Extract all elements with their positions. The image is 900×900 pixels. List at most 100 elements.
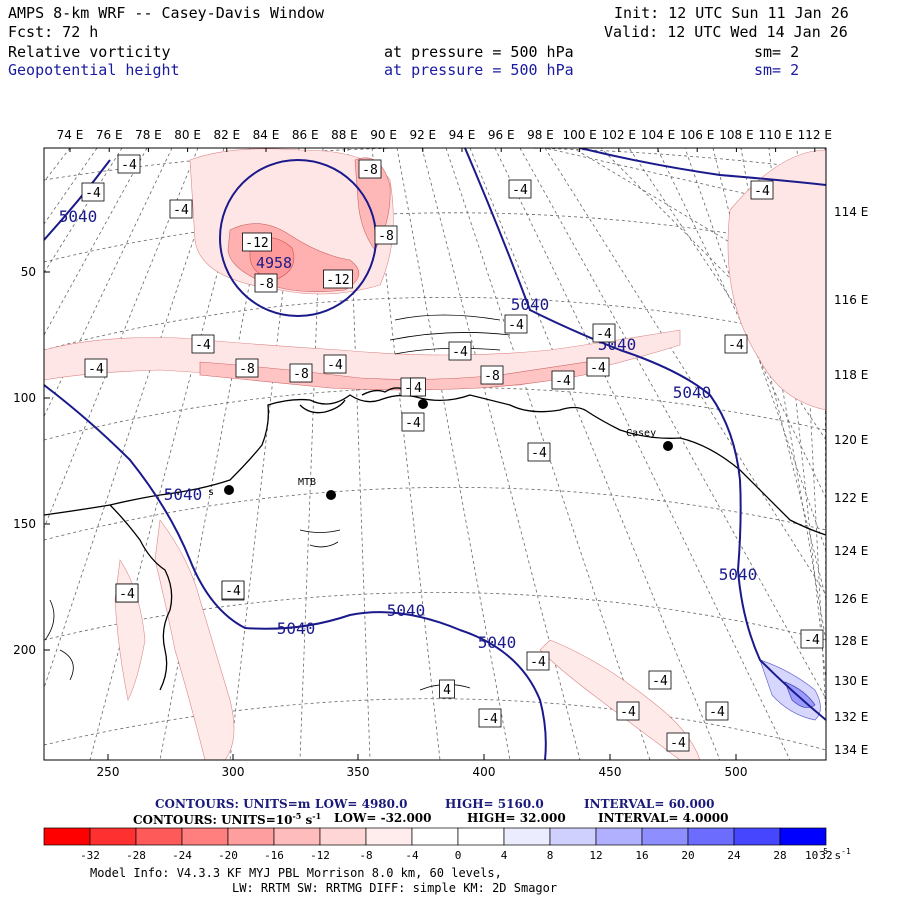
svg-text:-8: -8 — [239, 362, 255, 377]
colorbar-cell — [595, 827, 643, 846]
vorticity-label: -4 — [401, 412, 425, 432]
field1-name: Relative vorticity — [8, 43, 171, 61]
model-info-physics: LW: RRTM SW: RRTMG DIFF: simple KM: 2D S… — [232, 881, 558, 895]
colorbar-label: 16 — [635, 849, 648, 862]
x-grid-label: 350 — [347, 765, 370, 779]
vorticity-label: -4 — [323, 354, 347, 374]
height-contour-high: HIGH= 5160.0 — [445, 797, 544, 811]
vorticity-label: -4 — [551, 370, 575, 390]
right-lon-label: 120 E — [834, 433, 868, 447]
vorticity-label: -4 — [448, 341, 472, 361]
height-contour-low: LOW= 4980.0 — [315, 797, 408, 811]
svg-text:4: 4 — [443, 683, 451, 698]
colorbar-cell — [503, 827, 551, 846]
svg-text:-4: -4 — [119, 587, 135, 602]
top-lon-label: 78 E — [135, 128, 162, 142]
colorbar-cell — [89, 827, 137, 846]
height-label: 5040 — [673, 383, 712, 402]
vorticity-label: -4 — [504, 314, 528, 334]
svg-text:-4: -4 — [670, 736, 686, 751]
vorticity-label: -4 — [478, 708, 502, 728]
svg-text:-4: -4 — [555, 374, 571, 389]
svg-text:-4: -4 — [452, 345, 468, 360]
right-lon-label: 134 E — [834, 743, 868, 757]
vorticity-label: -4 — [592, 323, 616, 343]
colorbar-label: 4 — [501, 849, 508, 862]
colorbar-cell — [181, 827, 229, 846]
top-lon-label: 82 E — [213, 128, 240, 142]
colorbar-label: -32 — [80, 849, 100, 862]
svg-text:-4: -4 — [652, 674, 668, 689]
field1-level: at pressure = 500 hPa — [384, 43, 574, 61]
colorbar-cell — [733, 827, 781, 846]
height-label: 5040 — [387, 601, 426, 620]
vorticity-label: -4 — [616, 701, 640, 721]
vorticity-label: -4 — [724, 334, 748, 354]
svg-text:-4: -4 — [482, 712, 498, 727]
top-lon-label: 110 E — [758, 128, 792, 142]
model-info: Model Info: V4.3.3 KF MYJ PBL Morrison 8… — [90, 866, 502, 880]
svg-text:-4: -4 — [512, 183, 528, 198]
colorbar-cell — [43, 827, 91, 846]
vorticity-label: -8 — [235, 358, 259, 378]
x-grid-label: 500 — [725, 765, 748, 779]
svg-text:-4: -4 — [728, 338, 744, 353]
svg-text:-8: -8 — [362, 163, 378, 178]
vorticity-label: 4 — [410, 377, 426, 397]
colorbar-label: -24 — [172, 849, 192, 862]
right-lon-label: 116 E — [834, 293, 868, 307]
svg-text:-4: -4 — [508, 318, 524, 333]
field2-name: Geopotential height — [8, 61, 180, 79]
colorbar-label: 0 — [455, 849, 462, 862]
top-lon-label: 88 E — [331, 128, 358, 142]
right-lon-label: 130 E — [834, 674, 868, 688]
colorbar-cell — [549, 827, 597, 846]
station-dot — [663, 441, 673, 451]
latitude-grid — [44, 148, 826, 751]
svg-text:-12: -12 — [326, 273, 349, 288]
vorticity-label: -4 — [169, 199, 193, 219]
svg-text:-12: -12 — [245, 236, 268, 251]
height-label: 5040 — [164, 485, 203, 504]
vorticity-label: -8 — [358, 159, 382, 179]
top-lon-label: 96 E — [488, 128, 515, 142]
x-grid-label: 400 — [473, 765, 496, 779]
y-grid-label: 100 — [13, 391, 36, 405]
right-lon-label: 122 E — [834, 491, 868, 505]
colorbar-label: -16 — [264, 849, 284, 862]
top-lon-label: 112 E — [798, 128, 832, 142]
colorbar-cell — [319, 827, 367, 846]
vorticity-label: -8 — [480, 365, 504, 385]
height-label: 5040 — [478, 633, 517, 652]
low-center-label: 4958 — [256, 254, 292, 272]
stations: Casey MTB s — [208, 399, 673, 500]
vorticity-shading — [44, 148, 826, 760]
vorticity-label: -12 — [242, 232, 272, 252]
map-frame — [43, 147, 827, 761]
top-lon-label: 102 E — [602, 128, 636, 142]
vorticity-label: -4 — [800, 629, 824, 649]
colorbar-label: -8 — [359, 849, 372, 862]
right-lon-label: 128 E — [834, 634, 868, 648]
vorticity-label: -4 — [117, 154, 141, 174]
top-lon-label: 100 E — [562, 128, 596, 142]
svg-text:-4: -4 — [531, 446, 547, 461]
vorticity-label: -12 — [323, 269, 353, 289]
y-grid-label: 200 — [13, 643, 36, 657]
svg-text:-4: -4 — [173, 203, 189, 218]
top-lon-label: 84 E — [253, 128, 280, 142]
colorbar-cell — [457, 827, 505, 846]
field2-smoothing: sm= 2 — [754, 61, 800, 79]
colorbar-cell — [227, 827, 275, 846]
svg-text:-4: -4 — [405, 416, 421, 431]
x-grid-label: 450 — [599, 765, 622, 779]
valid-time: Valid: 12 UTC Wed 14 Jan 26 — [604, 23, 848, 41]
svg-text:-4: -4 — [596, 327, 612, 342]
field2-level: at pressure = 500 hPa — [384, 61, 574, 79]
colorbar-label: -20 — [218, 849, 238, 862]
colorbar-label: 24 — [727, 849, 741, 862]
vorticity-label: -4 — [84, 358, 108, 378]
top-lon-label: 98 E — [527, 128, 554, 142]
right-lon-label: 118 E — [834, 368, 868, 382]
colorbar-label: 20 — [681, 849, 694, 862]
